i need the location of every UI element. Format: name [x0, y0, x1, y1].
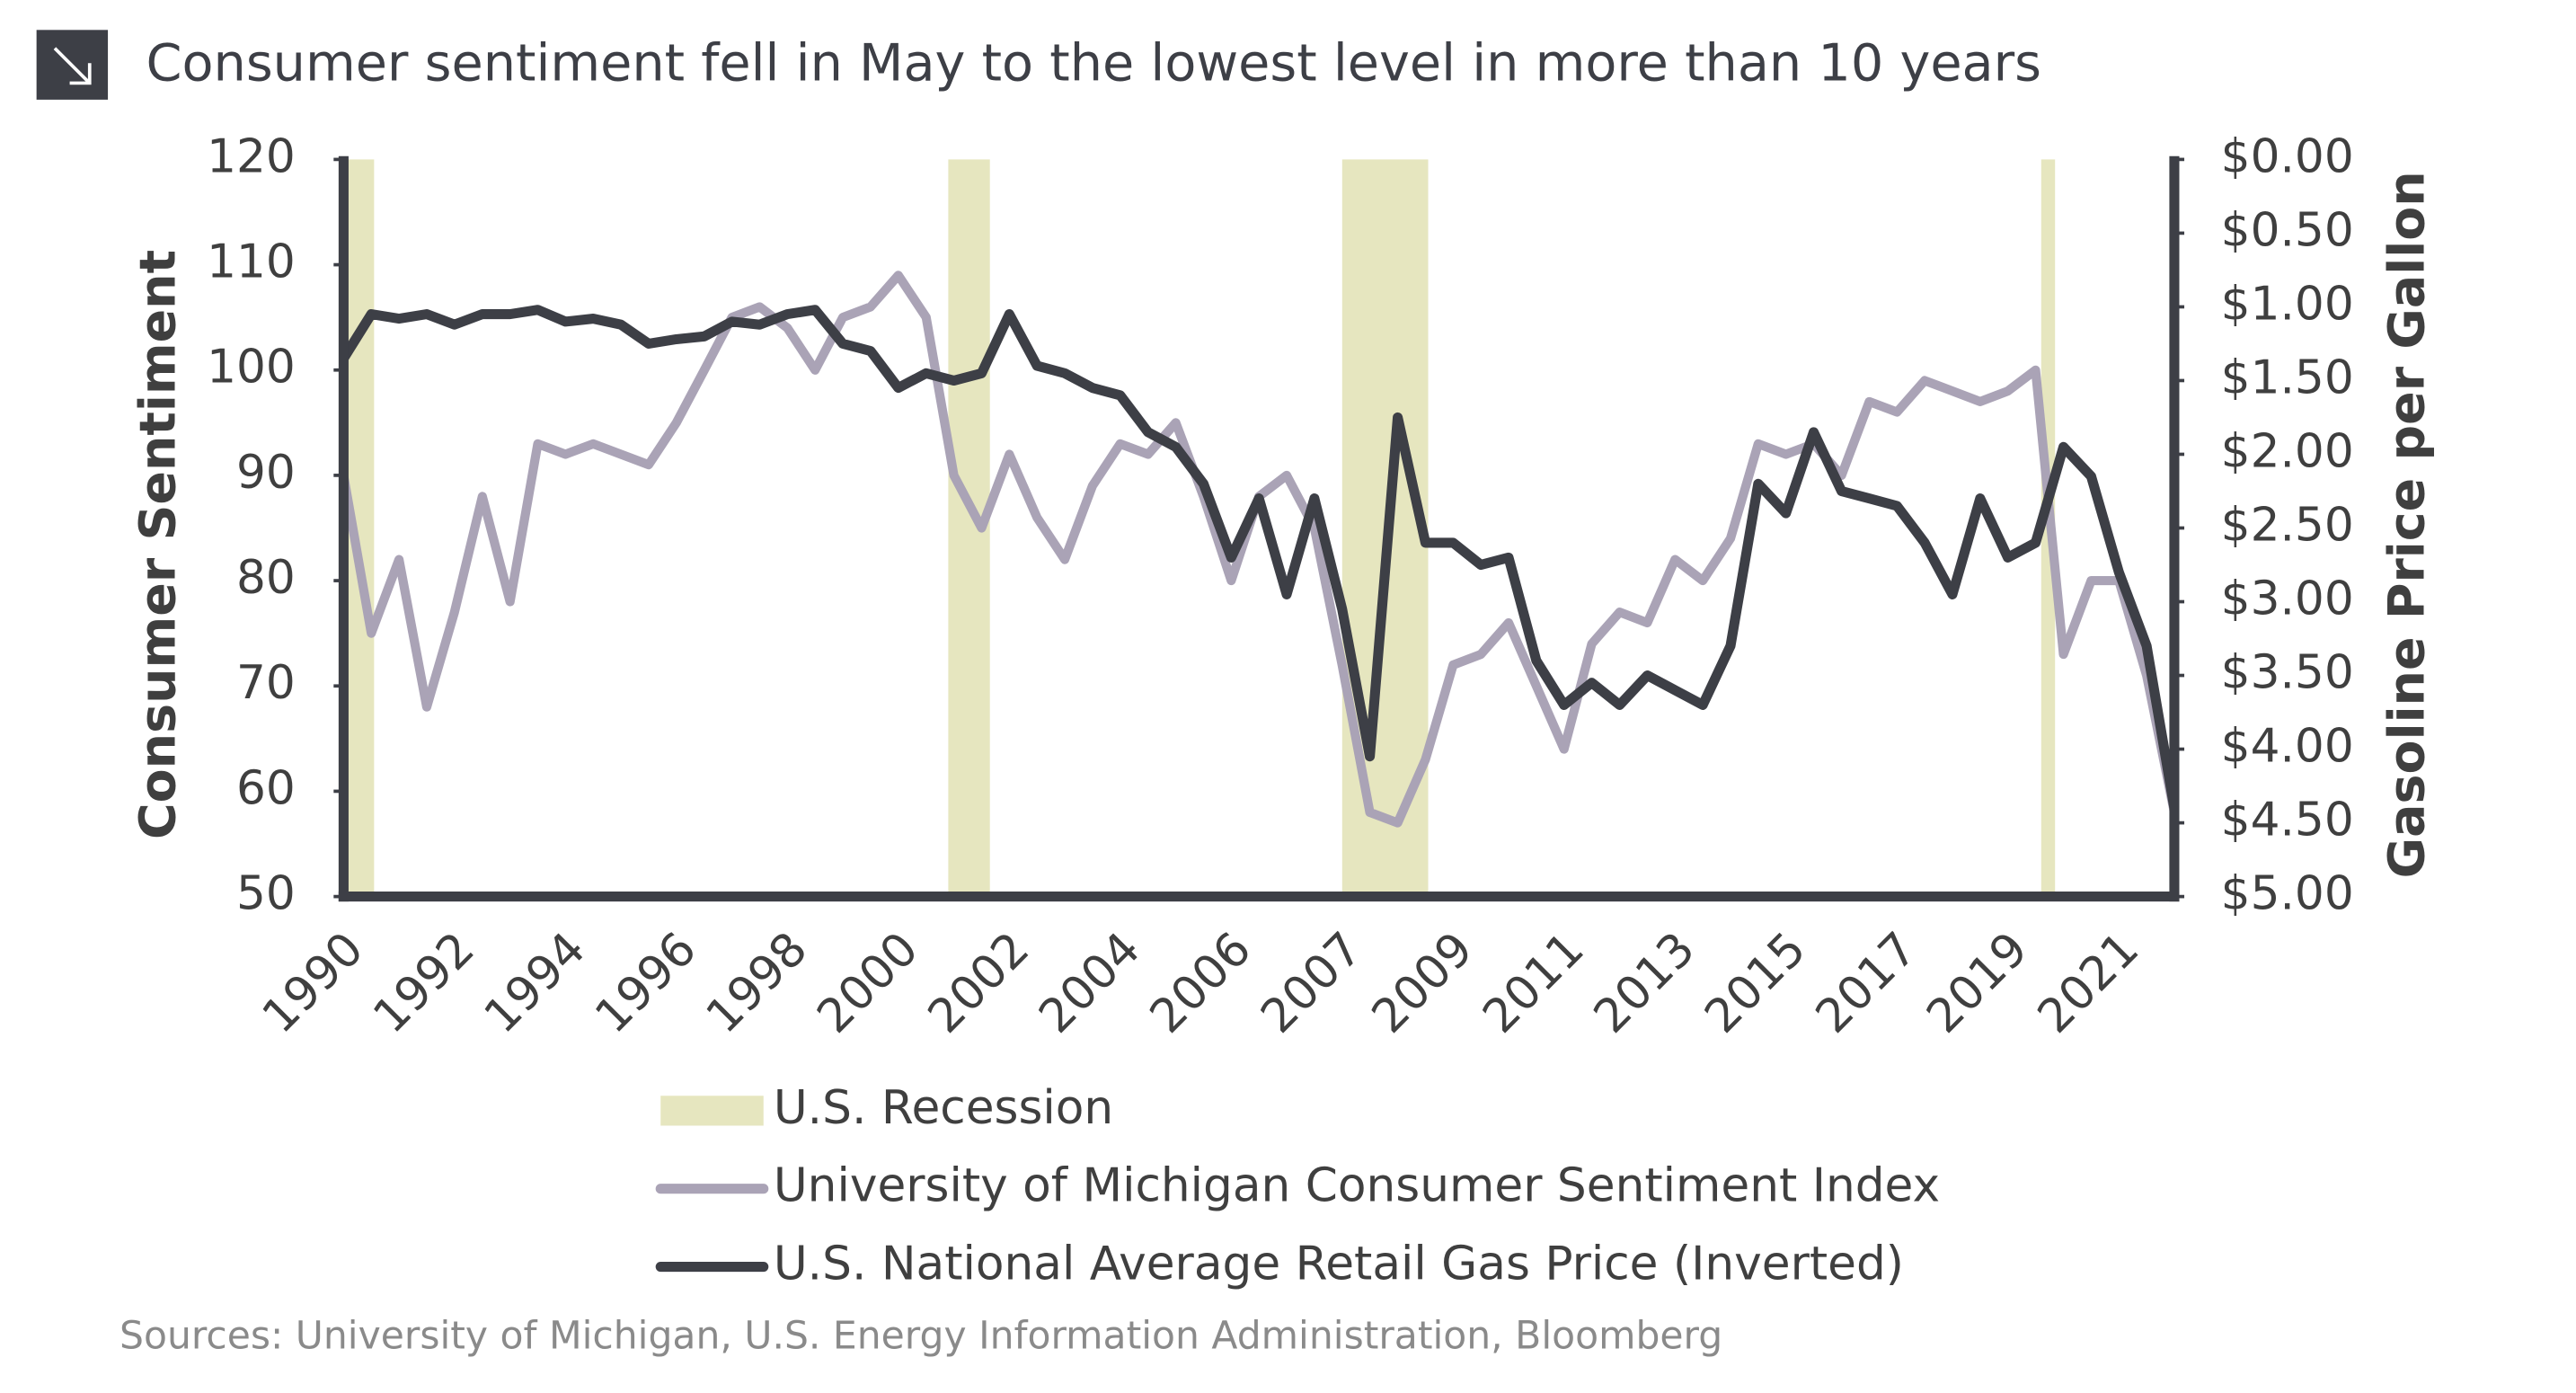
y-tick-label: 90	[236, 446, 296, 500]
arrow-icon	[53, 47, 92, 85]
source-note: Sources: University of Michigan, U.S. En…	[120, 1314, 1722, 1358]
y2-tick-label: $4.00	[2221, 720, 2354, 774]
legend-label: U.S. National Average Retail Gas Price (…	[774, 1238, 1904, 1291]
y2-tick-label: $2.00	[2221, 424, 2354, 478]
y2-tick-label: $5.00	[2221, 867, 2354, 921]
y-tick-label: 50	[236, 867, 296, 921]
chart-title: Consumer sentiment fell in May to the lo…	[146, 33, 2041, 93]
y-tick-label: 110	[207, 235, 296, 289]
y2-tick-label: $1.50	[2221, 350, 2354, 404]
y2-tick-label: $3.50	[2221, 646, 2354, 700]
y2-tick-label: $0.50	[2221, 203, 2354, 257]
y2-tick-label: $2.50	[2221, 498, 2354, 552]
y-tick-label: 60	[236, 761, 296, 815]
y-tick-label: 100	[207, 341, 296, 395]
y-tick-label: 70	[236, 656, 296, 710]
y-tick-label: 80	[236, 551, 296, 605]
legend-label: U.S. Recession	[774, 1081, 1113, 1135]
y-tick-label: 120	[207, 129, 296, 183]
y2-tick-label: $3.00	[2221, 572, 2354, 626]
y-axis-title: Consumer Sentiment	[129, 250, 187, 839]
legend-swatch	[660, 1096, 764, 1126]
series-line	[339, 305, 2180, 810]
y2-tick-label: $4.50	[2221, 794, 2354, 847]
y2-axis-title: Gasoline Price per Gallon	[2378, 171, 2436, 878]
legend-label: University of Michigan Consumer Sentimen…	[774, 1159, 1940, 1213]
y2-tick-label: $1.00	[2221, 277, 2354, 331]
y2-tick-label: $0.00	[2221, 129, 2354, 183]
